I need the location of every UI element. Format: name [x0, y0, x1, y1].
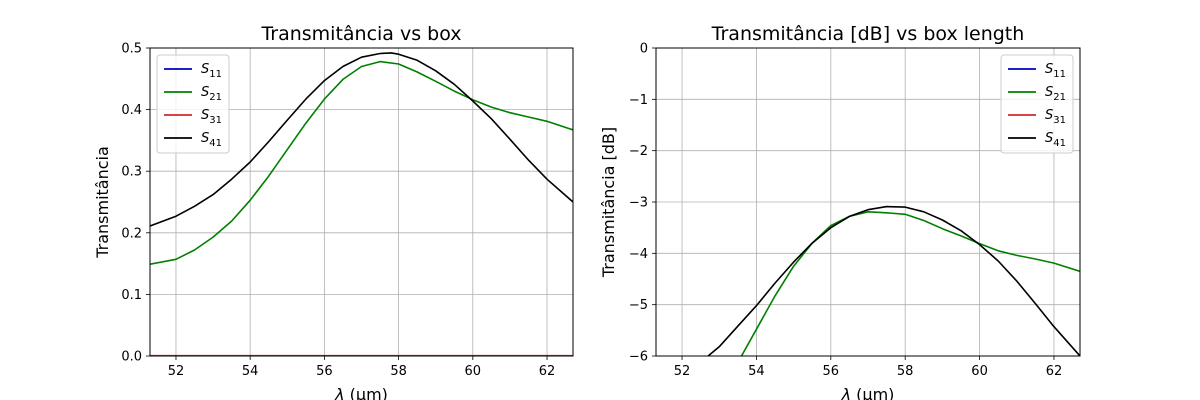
legend-label-s11: S11 [201, 62, 222, 80]
y-axis-label: Transmitância [dB] [599, 127, 618, 278]
x-tick-label: 56 [823, 364, 840, 379]
x-tick-label: 60 [971, 364, 988, 379]
legend-label-s21: S21 [201, 85, 222, 103]
y-tick-label: 0.4 [121, 103, 142, 118]
y-tick-label: 0.0 [121, 350, 142, 365]
x-axis-label: λ (μm) [841, 385, 895, 400]
y-tick-label: −5 [629, 298, 648, 313]
x-axis-label: λ (μm) [334, 385, 388, 400]
y-tick-label: 0.1 [121, 288, 142, 303]
y-tick-label: 0.3 [121, 165, 142, 180]
y-tick-label: −3 [629, 196, 648, 211]
legend-label-s31: S31 [201, 108, 222, 126]
legend: S11 S21 S31 S41 [1000, 54, 1074, 154]
y-tick-label: −6 [629, 350, 648, 365]
right-chart-transmitancia-db: 52 54 56 58 60 62 −6 −5 −4 −3 −2 −1 0 Transmitância [… [599, 23, 1081, 400]
x-tick-label: 62 [539, 364, 556, 379]
x-tick-label: 62 [1046, 364, 1063, 379]
x-tick-label: 52 [674, 364, 691, 379]
axes-frame [149, 47, 574, 357]
y-tick-label: 0.5 [121, 42, 142, 57]
series-line-s21 [150, 60, 573, 265]
x-axis-label-unit: (μm) [345, 385, 388, 400]
left-chart-transmitancia: 52 54 56 58 60 62 0.0 0.1 0.2 0.3 0.4 0.5 Transmitân… [93, 23, 574, 400]
x-axis-label-unit: (μm) [851, 385, 894, 400]
chart-title: Transmitância [dB] vs box length [711, 23, 1025, 45]
x-tick-label: 58 [390, 364, 407, 379]
legend-label-s31: S31 [1045, 108, 1066, 126]
x-tick-label: 54 [242, 364, 259, 379]
y-axis-label: Transmitância [93, 146, 112, 259]
series-line-s41 [150, 52, 573, 227]
y-tick-label: −1 [629, 93, 648, 108]
x-axis-label-symbol: λ [334, 385, 344, 400]
x-tick-label: 56 [316, 364, 333, 379]
legend-label-s41: S41 [1045, 131, 1066, 149]
legend: S11 S21 S31 S41 [156, 54, 230, 154]
series-lines [707, 205, 1080, 356]
y-tick-label: −4 [629, 247, 648, 262]
legend-frame [156, 54, 230, 154]
legend-label-s41: S41 [201, 131, 222, 149]
x-axis-label-symbol: λ [841, 385, 851, 400]
chart-title: Transmitância vs box [260, 23, 461, 45]
legend-frame [1000, 54, 1074, 154]
x-tick-label: 52 [168, 364, 185, 379]
series-line-s41 [707, 205, 1080, 356]
x-tick-label: 54 [748, 364, 765, 379]
y-tick-label: −2 [629, 144, 648, 159]
x-tick-label: 60 [465, 364, 482, 379]
series-line-s21 [740, 211, 1080, 356]
x-tick-label: 58 [897, 364, 914, 379]
y-tick-label: 0 [640, 42, 648, 57]
y-tick-label: 0.2 [121, 226, 142, 241]
legend-label-s11: S11 [1045, 62, 1066, 80]
legend-label-s21: S21 [1045, 85, 1066, 103]
